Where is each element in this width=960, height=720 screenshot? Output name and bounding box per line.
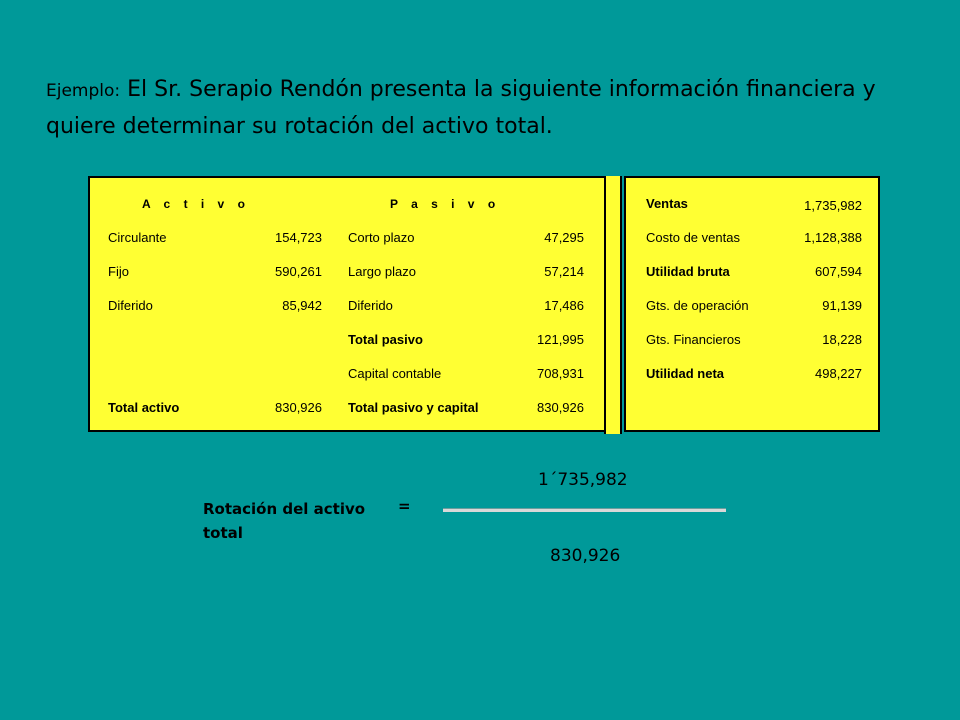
- income-label-utilidad-neta: Utilidad neta: [646, 366, 725, 381]
- formula-denominator: 830,926: [550, 546, 621, 566]
- pasivo-value-diferido: 17,486: [544, 298, 584, 313]
- income-statement-box: Ventas 1,735,982 Costo de ventas 1,128,3…: [624, 176, 880, 432]
- activo-value-fijo: 590,261: [275, 264, 322, 279]
- income-label-gts-financieros: Gts. Financieros: [646, 332, 741, 347]
- activo-value-diferido: 85,942: [282, 298, 322, 313]
- total-activo-label: Total activo: [108, 400, 180, 415]
- total-pasivo-label: Total pasivo: [348, 332, 423, 347]
- equals-sign: =: [398, 497, 411, 515]
- income-value-costo: 1,128,388: [804, 230, 862, 245]
- fraction-line: [443, 508, 726, 512]
- income-value-utilidad-bruta: 607,594: [815, 264, 862, 279]
- income-label-utilidad-bruta: Utilidad bruta: [646, 264, 730, 279]
- total-pasivo-capital-label: Total pasivo y capital: [348, 400, 479, 415]
- income-value-gts-financieros: 18,228: [822, 332, 862, 347]
- pasivo-label-diferido: Diferido: [348, 298, 393, 313]
- intro-body: El Sr. Serapio Rendón presenta la siguie…: [46, 77, 876, 139]
- activo-label-diferido: Diferido: [108, 298, 153, 313]
- income-label-costo: Costo de ventas: [646, 230, 740, 245]
- capital-label: Capital contable: [348, 366, 442, 381]
- formula-label: Rotación del activo total: [203, 500, 366, 542]
- income-label-gts-operacion: Gts. de operación: [646, 298, 749, 313]
- pasivo-header: P a s i v o: [390, 197, 501, 211]
- balance-sheet-box: A c t i v o P a s i v o Circulante 154,7…: [88, 176, 606, 432]
- activo-header: A c t i v o: [142, 197, 250, 211]
- pasivo-label-corto: Corto plazo: [348, 230, 415, 245]
- intro-text: Ejemplo: El Sr. Serapio Rendón presenta …: [46, 72, 926, 145]
- income-label-ventas: Ventas: [646, 196, 688, 211]
- formula-numerator: 1´735,982: [538, 470, 628, 490]
- income-value-gts-operacion: 91,139: [822, 298, 862, 313]
- capital-value: 708,931: [537, 366, 584, 381]
- pasivo-value-largo: 57,214: [544, 264, 584, 279]
- income-value-utilidad-neta: 498,227: [815, 366, 862, 381]
- activo-value-circulante: 154,723: [275, 230, 322, 245]
- total-activo-value: 830,926: [275, 400, 322, 415]
- pasivo-label-largo: Largo plazo: [348, 264, 416, 279]
- total-pasivo-capital-value: 830,926: [537, 400, 584, 415]
- total-pasivo-value: 121,995: [537, 332, 584, 347]
- activo-label-fijo: Fijo: [108, 264, 129, 279]
- intro-lead: Ejemplo:: [46, 81, 121, 101]
- activo-label-circulante: Circulante: [108, 230, 167, 245]
- income-value-ventas: 1,735,982: [804, 198, 862, 213]
- pasivo-value-corto: 47,295: [544, 230, 584, 245]
- separator-bar: [604, 176, 622, 434]
